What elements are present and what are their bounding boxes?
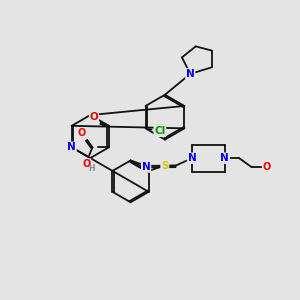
- Text: O: O: [90, 112, 98, 122]
- Text: O: O: [262, 162, 271, 172]
- Text: H: H: [88, 164, 94, 173]
- Text: N: N: [186, 69, 195, 79]
- Text: Cl: Cl: [154, 126, 166, 136]
- Text: O: O: [82, 159, 91, 169]
- Text: N: N: [67, 142, 76, 152]
- Text: N: N: [142, 162, 151, 172]
- Text: N: N: [188, 153, 196, 163]
- Text: N: N: [220, 153, 229, 163]
- Text: S: S: [161, 160, 169, 170]
- Text: O: O: [78, 128, 86, 138]
